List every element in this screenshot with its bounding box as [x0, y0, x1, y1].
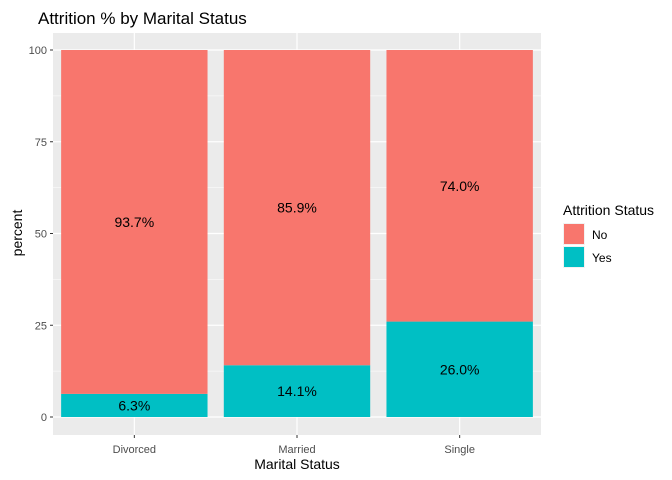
y-tick-label: 50	[35, 229, 47, 241]
legend: Attrition Status No Yes	[563, 202, 654, 268]
data-labels: 6.3% 93.7% 14.1% 85.9% 26.0% 74.0%	[114, 178, 479, 414]
data-label: 93.7%	[114, 214, 154, 230]
legend-label-no: No	[592, 228, 608, 242]
legend-label-yes: Yes	[592, 251, 612, 265]
x-axis-title: Marital Status	[254, 456, 340, 472]
data-label: 26.0%	[440, 361, 480, 377]
bar-yes-divorced	[61, 393, 208, 417]
x-tick-label: Single	[444, 444, 475, 456]
legend-key-no	[564, 224, 584, 244]
legend-key-yes	[564, 247, 584, 267]
legend-title: Attrition Status	[563, 202, 654, 218]
y-axis: 0 25 50 75 100	[29, 45, 53, 424]
bar-no-married	[223, 50, 371, 366]
y-tick-label: 100	[29, 45, 47, 57]
bar-yes-married	[223, 365, 371, 417]
chart-title: Attrition % by Marital Status	[38, 9, 247, 28]
y-tick-label: 0	[41, 412, 47, 424]
bar-yes-single	[386, 321, 533, 417]
bars	[61, 50, 533, 417]
data-label: 14.1%	[277, 383, 317, 399]
x-tick-label: Divorced	[113, 444, 156, 456]
data-label: 6.3%	[118, 397, 150, 413]
x-tick-label: Married	[278, 444, 315, 456]
y-axis-title: percent	[9, 210, 25, 257]
y-tick-label: 75	[35, 137, 47, 149]
data-label: 85.9%	[277, 200, 317, 216]
x-axis: Divorced Married Single	[113, 435, 475, 456]
y-tick-label: 25	[35, 320, 47, 332]
bar-no-single	[386, 50, 533, 322]
bar-no-divorced	[61, 50, 208, 394]
data-label: 74.0%	[440, 178, 480, 194]
